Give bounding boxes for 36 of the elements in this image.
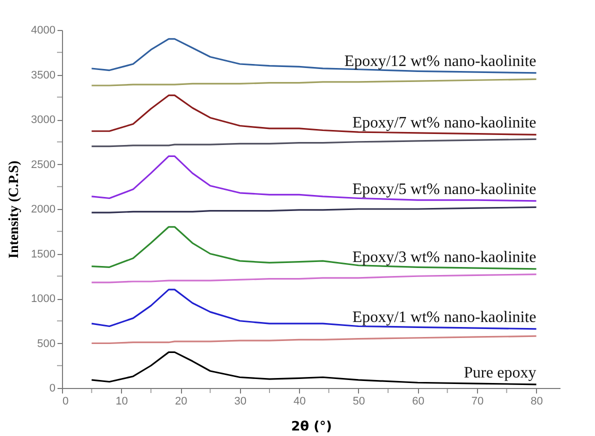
y-tick-label: 1000 [31,293,56,305]
line-series [90,226,538,270]
line-series [90,351,538,386]
x-tick-label: 30 [234,396,246,408]
line-series [90,288,538,330]
series-label: Epoxy/5 wt% nano-kaolinite [352,180,536,198]
y-axis-title: Intensity (C.P.S) [7,160,22,258]
line-series [90,155,538,202]
y-tick-label: 4000 [31,24,56,36]
x-tick-label: 10 [116,396,128,408]
y-tick-label: 3000 [31,114,56,126]
series-label: Epoxy/1 wt% nano-kaolinite [352,308,536,326]
series-label: Epoxy/3 wt% nano-kaolinite [352,248,536,266]
x-tick-label: 80 [530,396,543,408]
x-tick-label: 40 [294,396,306,408]
x-tick-label: 20 [174,396,188,408]
line-series [90,274,538,284]
y-tick-label: 500 [37,338,56,350]
x-tick-label: 0 [62,396,69,408]
line-series [90,138,538,148]
y-tick-label: 0 [49,382,56,394]
series-label: Pure epoxy [464,364,536,382]
y-tick-label: 1500 [31,248,56,260]
line-series [90,78,538,86]
x-tick-label: 70 [471,396,484,408]
line-series [90,38,538,74]
y-tick-label: 2000 [31,204,56,216]
x-tick-label: 50 [352,396,366,408]
y-tick-label: 3500 [31,69,56,82]
x-tick-label: 60 [412,396,424,408]
series-label: Epoxy/12 wt% nano-kaolinite [344,52,536,70]
line-series [90,94,538,136]
x-axis-title: 2θ (°) [291,420,332,434]
line-series [90,335,538,344]
series-label: Epoxy/7 wt% nano-kaolinite [352,114,536,132]
y-tick-label: 2500 [31,158,56,171]
